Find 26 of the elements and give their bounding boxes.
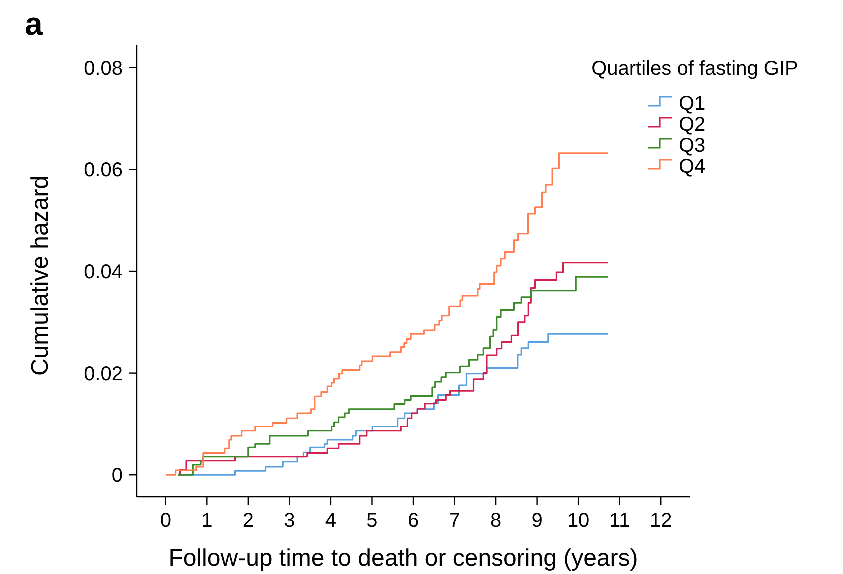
legend-label: Q3 — [679, 135, 706, 157]
x-tick-label: 12 — [650, 510, 672, 532]
x-tick-label: 10 — [567, 510, 590, 532]
text: a — [25, 6, 43, 42]
y-tick-label: 0.08 — [84, 58, 123, 80]
x-tick-label: 9 — [532, 510, 543, 532]
x-tick-label: 8 — [490, 510, 502, 532]
legend-label: Q1 — [679, 93, 706, 115]
x-tick-label: 4 — [325, 510, 337, 532]
legend-label: Q4 — [679, 156, 706, 178]
y-tick-label: 0.02 — [84, 363, 123, 386]
y-tick-label: 0.06 — [84, 160, 123, 182]
y-tick-label: 0 — [112, 465, 123, 488]
x-tick-label: 1 — [202, 510, 213, 532]
x-axis-title: Follow-up time to death or censoring (years) — [168, 545, 638, 572]
x-tick-label: 6 — [408, 510, 420, 532]
legend-title: Quartiles of fasting GIP — [592, 58, 798, 80]
x-tick-label: 2 — [242, 510, 254, 532]
y-tick-label: 0.04 — [84, 262, 123, 284]
legend-label: Q2 — [679, 114, 706, 136]
x-tick-label: 3 — [284, 510, 296, 532]
x-tick-label: 11 — [609, 510, 630, 532]
x-tick-label: 0 — [160, 510, 172, 532]
x-tick-label: 5 — [366, 510, 378, 532]
y-axis-title: Cumulative hazard — [27, 176, 54, 376]
x-tick-label: 7 — [449, 510, 460, 532]
